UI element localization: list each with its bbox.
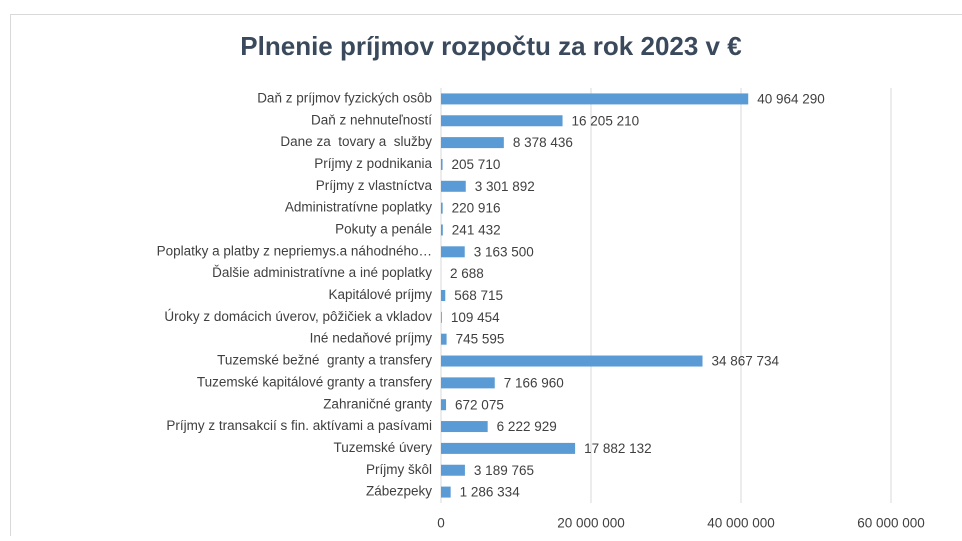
bar	[441, 443, 575, 454]
y-tick-label: Iné nedaňové príjmy	[310, 331, 433, 346]
value-label: 8 378 436	[513, 135, 573, 150]
bar	[441, 93, 748, 104]
value-label: 40 964 290	[757, 91, 825, 106]
bar	[441, 377, 495, 388]
value-label: 16 205 210	[572, 113, 640, 128]
bar	[441, 181, 466, 192]
value-label: 672 075	[455, 397, 504, 412]
bar	[441, 399, 446, 410]
value-label: 3 189 765	[474, 463, 534, 478]
x-tick-label: 0	[437, 516, 445, 531]
value-label: 1 286 334	[460, 485, 521, 500]
y-tick-label: Kapitálové príjmy	[328, 287, 432, 302]
value-label: 568 715	[454, 288, 503, 303]
y-tick-label: Ďalšie administratívne a iné poplatky	[212, 265, 432, 280]
bar	[441, 334, 447, 345]
value-label: 241 432	[452, 223, 501, 238]
value-label: 34 867 734	[712, 354, 780, 369]
y-tick-label: Poplatky a platby z nepriemys.a náhodnéh…	[157, 243, 432, 258]
y-tick-label: Daň z príjmov fyzických osôb	[257, 90, 432, 105]
bar	[441, 224, 443, 235]
value-label: 7 166 960	[504, 375, 564, 390]
bar	[441, 487, 451, 498]
bar	[441, 137, 504, 148]
bar	[441, 312, 442, 323]
bar	[441, 421, 488, 432]
y-tick-label: Administratívne poplatky	[285, 200, 432, 215]
value-label: 109 454	[451, 310, 500, 325]
y-tick-label: Príjmy z vlastníctva	[316, 178, 433, 193]
y-tick-label: Dane za tovary a služby	[280, 134, 432, 149]
value-label: 745 595	[456, 332, 505, 347]
bar	[441, 290, 445, 301]
bar	[441, 246, 465, 257]
y-tick-label: Zahraničné granty	[323, 396, 432, 411]
bar	[441, 115, 563, 126]
y-tick-label: Daň z nehnuteľností	[311, 112, 432, 127]
value-label: 3 301 892	[475, 179, 535, 194]
bar	[441, 465, 465, 476]
value-label: 220 916	[452, 201, 501, 216]
y-tick-label: Príjmy škôl	[366, 462, 432, 477]
y-tick-label: Tuzemské kapitálové granty a transfery	[197, 374, 432, 389]
y-tick-label: Príjmy z transakcií s fin. aktívami a pa…	[166, 418, 432, 433]
y-tick-label: Tuzemské úvery	[333, 440, 432, 455]
value-label: 205 710	[452, 157, 501, 172]
x-tick-label: 40 000 000	[707, 516, 775, 531]
bar	[441, 356, 703, 367]
x-tick-label: 60 000 000	[857, 516, 925, 531]
y-tick-label: Zábezpeky	[366, 484, 432, 499]
y-tick-label: Úroky z domácich úverov, pôžičiek a vkla…	[164, 309, 432, 324]
value-label: 6 222 929	[497, 419, 557, 434]
value-label: 2 688	[450, 266, 484, 281]
y-tick-label: Príjmy z podnikania	[314, 156, 432, 171]
y-tick-label: Tuzemské bežné granty a transfery	[217, 353, 432, 368]
x-tick-label: 20 000 000	[557, 516, 625, 531]
value-label: 3 163 500	[474, 244, 534, 259]
bar	[441, 159, 443, 170]
y-tick-label: Pokuty a penále	[335, 222, 432, 237]
bar	[441, 203, 443, 214]
value-label: 17 882 132	[584, 441, 652, 456]
chart-title: Plnenie príjmov rozpočtu za rok 2023 v €	[240, 31, 741, 61]
